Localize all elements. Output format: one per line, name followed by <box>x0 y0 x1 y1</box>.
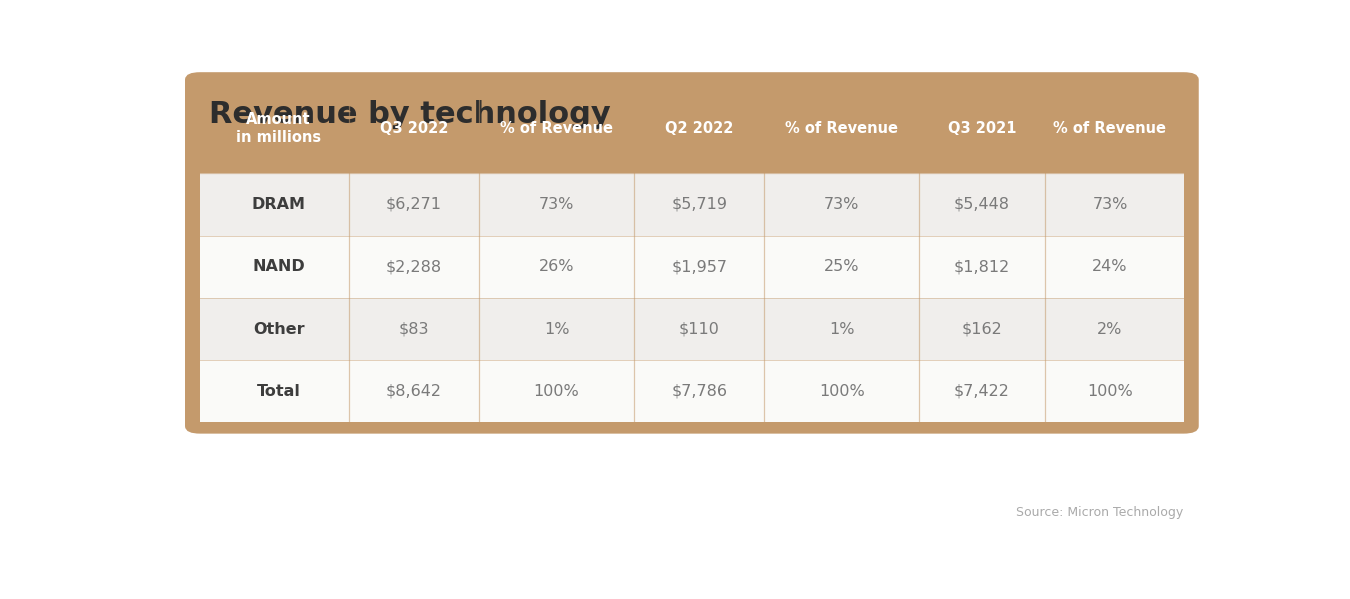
Text: $6,271: $6,271 <box>386 197 441 212</box>
Text: 25%: 25% <box>824 259 860 274</box>
Bar <box>200 360 1184 422</box>
Text: $5,448: $5,448 <box>954 197 1010 212</box>
Text: 2%: 2% <box>1098 322 1123 337</box>
Bar <box>200 298 1184 360</box>
Text: $1,812: $1,812 <box>953 259 1010 274</box>
Text: % of Revenue: % of Revenue <box>500 121 613 136</box>
Text: NAND: NAND <box>252 259 305 274</box>
Text: DRAM: DRAM <box>251 197 305 212</box>
Text: Other: Other <box>252 322 304 337</box>
Text: $162: $162 <box>961 322 1002 337</box>
Text: Q2 2022: Q2 2022 <box>666 121 733 136</box>
Text: 1%: 1% <box>544 322 570 337</box>
Text: 100%: 100% <box>533 384 579 399</box>
Text: 26%: 26% <box>539 259 574 274</box>
Text: 73%: 73% <box>824 197 860 212</box>
Text: 73%: 73% <box>539 197 574 212</box>
Text: 100%: 100% <box>819 384 864 399</box>
Text: $83: $83 <box>398 322 429 337</box>
Text: Revenue by technology: Revenue by technology <box>208 99 610 129</box>
Text: $5,719: $5,719 <box>671 197 728 212</box>
Text: % of Revenue: % of Revenue <box>1053 121 1166 136</box>
Text: $7,422: $7,422 <box>954 384 1010 399</box>
FancyBboxPatch shape <box>186 74 1197 179</box>
Text: 73%: 73% <box>1092 197 1127 212</box>
Text: 1%: 1% <box>829 322 855 337</box>
Text: $7,786: $7,786 <box>671 384 728 399</box>
Text: $1,957: $1,957 <box>671 259 728 274</box>
Bar <box>200 173 1184 235</box>
Text: Source: Micron Technology: Source: Micron Technology <box>1017 506 1184 519</box>
FancyBboxPatch shape <box>186 74 1197 432</box>
Text: % of Revenue: % of Revenue <box>786 121 898 136</box>
Text: Amount
in millions: Amount in millions <box>236 111 321 145</box>
Bar <box>200 235 1184 298</box>
Text: Q3 2021: Q3 2021 <box>948 121 1017 136</box>
Text: 24%: 24% <box>1092 259 1127 274</box>
Text: $8,642: $8,642 <box>386 384 441 399</box>
Text: 100%: 100% <box>1087 384 1133 399</box>
Text: Q3 2022: Q3 2022 <box>379 121 448 136</box>
Text: $110: $110 <box>679 322 720 337</box>
Text: Total: Total <box>256 384 301 399</box>
Bar <box>200 133 1184 173</box>
Text: $2,288: $2,288 <box>386 259 441 274</box>
